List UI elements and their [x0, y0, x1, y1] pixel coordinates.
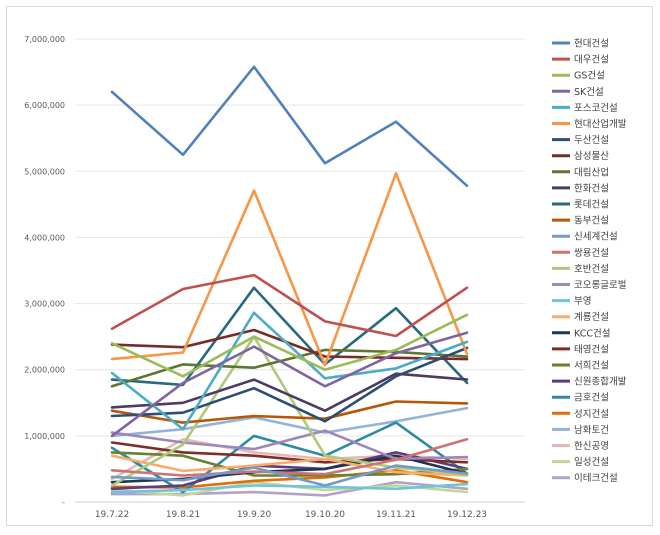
- gridlines: [75, 38, 525, 503]
- y-tick-label: 1,000,000: [24, 432, 65, 441]
- series-line: [110, 464, 469, 487]
- legend-label: 동부건설: [574, 216, 609, 227]
- series-line: [110, 346, 469, 423]
- y-tick-label: 5,000,000: [24, 167, 65, 176]
- series-line: [110, 65, 469, 188]
- series-line: [110, 429, 469, 461]
- legend-label: 대림산업: [574, 166, 609, 178]
- chart-frame: - 1,000,000 2,000,000 3,000,000 4,000,000 5,0…: [6, 6, 653, 526]
- series-line: [110, 482, 469, 494]
- legend-label: 쌍용건설: [574, 248, 609, 259]
- y-axis-tick-labels: - 1,000,000 2,000,000 3,000,000 4,000,000 5,0…: [24, 35, 65, 507]
- series-line: [110, 421, 469, 494]
- x-tick-label: 19.11.21: [376, 510, 416, 520]
- legend-label: 부영: [574, 296, 591, 307]
- legend-label: 대우건설: [574, 55, 609, 66]
- y-tick-label: 3,000,000: [24, 300, 65, 309]
- series-line: [110, 454, 469, 477]
- legend-label: 한화건설: [574, 183, 609, 194]
- series-line: [110, 286, 469, 387]
- legend-label: KCC건설: [574, 328, 610, 339]
- x-axis-tick-labels: 19.7.22 19.8.21 19.9.20 19.10.20 19.11.21 19.…: [95, 510, 487, 520]
- series-line: [110, 348, 469, 388]
- series-line: [110, 172, 469, 367]
- legend-label: 이테크건설: [574, 473, 618, 484]
- legend-label: 현대건설: [574, 39, 609, 50]
- legend-label: 삼성물산: [574, 151, 609, 162]
- x-tick-label: 19.8.21: [166, 510, 200, 520]
- legend-label: 한신공영: [574, 441, 609, 452]
- legend-label: 성지건설: [574, 409, 609, 420]
- legend-label: SK건설: [574, 87, 604, 98]
- series-line: [110, 313, 469, 378]
- legend-label: 롯데건설: [574, 200, 609, 211]
- series-line: [110, 372, 469, 413]
- legend-label: 포스코건설: [574, 103, 618, 114]
- legend-label: 태영건설: [574, 344, 609, 355]
- legend-label: 신세계건설: [574, 231, 618, 243]
- legend-label: 두산건설: [574, 135, 609, 146]
- legend-label: 금호건설: [574, 393, 609, 404]
- y-tick-label: 4,000,000: [24, 233, 65, 242]
- legend-label: 계룡건설: [574, 311, 609, 323]
- legend-label: 남화토건: [574, 425, 609, 436]
- x-tick-label: 19.10.20: [305, 510, 345, 520]
- x-tick-label: 19.12.23: [447, 510, 487, 520]
- legend-label: 현대산업개발: [574, 118, 627, 130]
- x-tick-label: 19.9.20: [237, 510, 272, 520]
- legend-label: 호반건설: [574, 264, 609, 275]
- legend-label: 신원종합개발: [574, 377, 627, 388]
- x-tick-label: 19.7.22: [95, 510, 129, 520]
- series-line: [110, 331, 469, 438]
- series-line: [110, 273, 469, 338]
- series-line: [110, 437, 469, 477]
- legend-label: 서희건설: [574, 361, 609, 372]
- series-line: [110, 328, 469, 361]
- line-chart: - 1,000,000 2,000,000 3,000,000 4,000,000 5,0…: [24, 35, 627, 520]
- legend-label: 코오롱글로벌: [574, 280, 626, 291]
- series-lines: [110, 65, 469, 497]
- y-tick-label: 7,000,000: [24, 35, 65, 44]
- y-tick-label: 6,000,000: [24, 101, 65, 110]
- series-line: [110, 406, 469, 438]
- y-tick-label: -: [62, 498, 65, 507]
- legend-label: 일성건설: [574, 457, 609, 468]
- series-line: [110, 311, 469, 431]
- legend-label: GS건설: [574, 71, 605, 82]
- y-tick-label: 2,000,000: [24, 366, 65, 375]
